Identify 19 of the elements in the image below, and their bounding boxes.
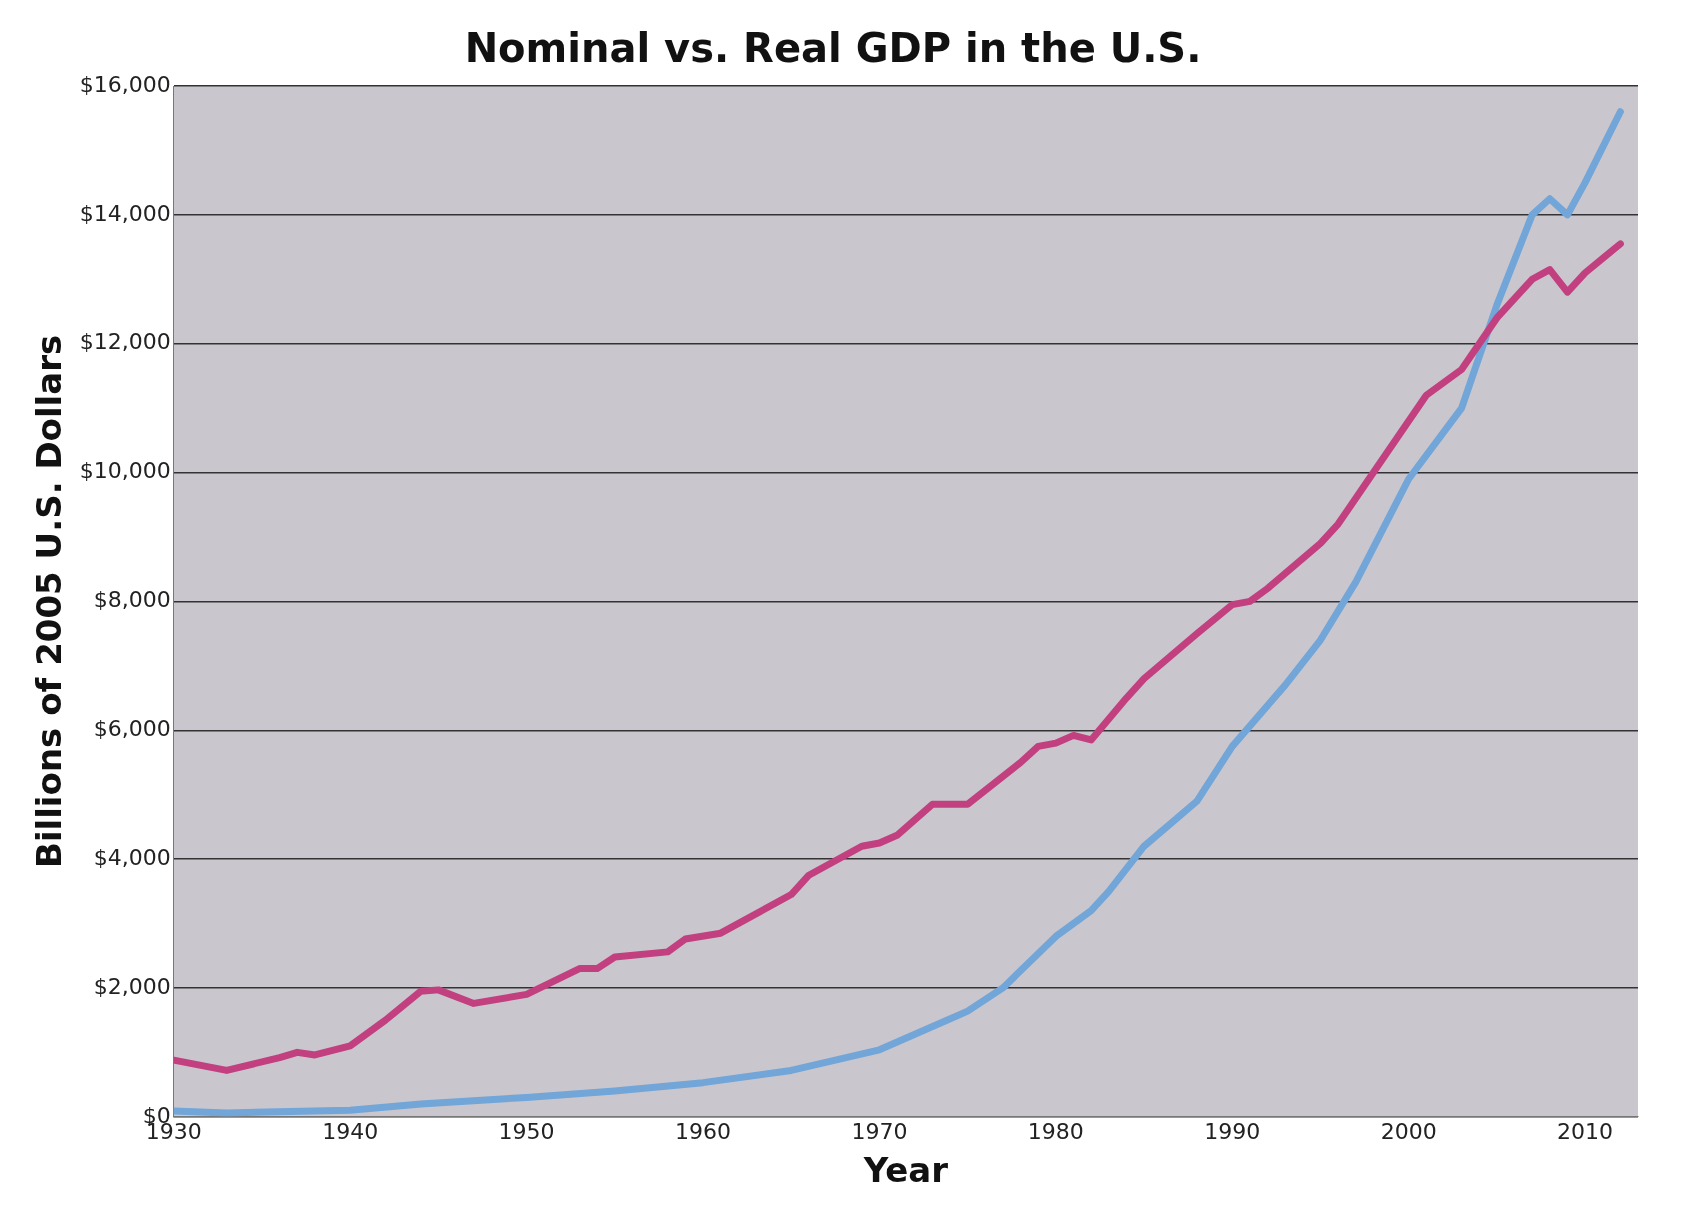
y-tick-label: $8,000 — [93, 587, 171, 613]
y-tick-label: $10,000 — [79, 458, 171, 484]
x-tick-label: 2000 — [1380, 1118, 1437, 1144]
x-tick-label: 2010 — [1557, 1118, 1614, 1144]
y-tick-label: $4,000 — [93, 844, 171, 870]
x-axis-title: Year — [862, 1150, 949, 1191]
x-tick-label: 1950 — [498, 1118, 555, 1144]
x-tick-label: 1980 — [1027, 1118, 1084, 1144]
y-axis-title: Billions of 2005 U.S. Dollars — [29, 334, 70, 869]
y-tick-label: $2,000 — [93, 973, 171, 999]
x-tick-label: 1970 — [851, 1118, 908, 1144]
chart-title: Nominal vs. Real GDP in the U.S. — [464, 25, 1202, 72]
x-tick-label: 1940 — [322, 1118, 379, 1144]
x-tick-label: 1960 — [675, 1118, 732, 1144]
y-tick-label: $14,000 — [79, 200, 171, 226]
y-tick-label: $6,000 — [93, 715, 171, 741]
y-tick-label: $16,000 — [79, 71, 171, 97]
x-tick-label: 1990 — [1204, 1118, 1261, 1144]
y-tick-label: $12,000 — [79, 329, 171, 355]
